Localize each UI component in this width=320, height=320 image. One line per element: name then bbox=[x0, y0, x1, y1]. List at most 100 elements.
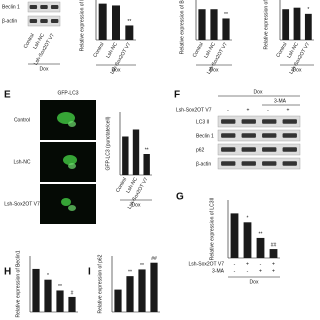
blot-row bbox=[217, 157, 301, 170]
significance: * bbox=[247, 216, 249, 222]
bar bbox=[293, 7, 301, 41]
band bbox=[221, 147, 236, 152]
band bbox=[221, 119, 236, 124]
bar bbox=[132, 129, 140, 175]
bar bbox=[125, 25, 134, 40]
blot-row-label: β-actin bbox=[2, 18, 17, 24]
significance: ** bbox=[259, 231, 263, 237]
band bbox=[262, 147, 277, 152]
band bbox=[50, 19, 59, 23]
blot-row bbox=[217, 129, 301, 142]
sign: + bbox=[272, 261, 275, 267]
bar bbox=[230, 213, 239, 258]
group-label: Dox bbox=[293, 67, 302, 73]
blot-row-label: β-actin bbox=[196, 161, 211, 167]
band bbox=[29, 19, 38, 23]
row-label: 3-MA bbox=[212, 268, 225, 274]
band bbox=[262, 161, 277, 166]
group-label: Dox bbox=[210, 67, 219, 73]
bar bbox=[114, 289, 122, 312]
significance: * bbox=[47, 273, 49, 279]
treatment-label: 3-MA bbox=[274, 98, 287, 104]
panel-letter: E bbox=[4, 90, 11, 101]
y-axis-label: Relative expression of p62 bbox=[97, 254, 103, 313]
sign: - bbox=[260, 261, 262, 267]
bar bbox=[256, 237, 265, 258]
group-label: Dox bbox=[250, 279, 259, 285]
significance: * bbox=[307, 7, 309, 13]
panel-title: GFP-LC3 bbox=[57, 90, 78, 96]
gfp-signal bbox=[68, 163, 76, 169]
sign: - bbox=[247, 268, 249, 274]
band bbox=[221, 133, 236, 138]
bar bbox=[112, 5, 120, 41]
y-axis-label: Relative expression of Beclin 1 bbox=[179, 0, 185, 54]
bar bbox=[269, 249, 278, 258]
significance: ** bbox=[58, 284, 62, 290]
row-label: Lsh-NC bbox=[14, 159, 31, 165]
blot-row bbox=[217, 115, 301, 128]
lane-label: Lsh-Sox2OT V7 bbox=[176, 107, 212, 113]
significance: ## bbox=[271, 242, 277, 248]
gfp-signal bbox=[63, 155, 77, 165]
bar bbox=[222, 18, 230, 40]
group-label: Dox bbox=[254, 89, 263, 95]
group-label: Dox bbox=[112, 67, 121, 73]
band bbox=[282, 147, 297, 152]
bar bbox=[122, 136, 129, 175]
band bbox=[40, 19, 48, 23]
group-label: Dox bbox=[40, 66, 49, 72]
bar bbox=[68, 296, 76, 312]
y-axis-label: Relative expression of Beclin1 bbox=[15, 250, 21, 317]
significance: ** bbox=[127, 19, 131, 25]
band bbox=[282, 133, 297, 138]
blot-row-label: Beclin 1 bbox=[2, 4, 20, 10]
gfp-signal bbox=[68, 205, 76, 211]
bar bbox=[198, 9, 206, 40]
bar bbox=[150, 262, 158, 312]
group-label: Dox bbox=[132, 202, 141, 208]
bar bbox=[138, 269, 146, 312]
gfp-signal bbox=[68, 121, 76, 127]
bar bbox=[44, 279, 52, 312]
blot-row-label: LC3 II bbox=[196, 119, 209, 125]
panel-letter: I bbox=[88, 267, 91, 278]
bar bbox=[143, 154, 150, 175]
significance: ** bbox=[224, 12, 228, 18]
sign: + bbox=[287, 107, 290, 113]
blot-row-label: Beclin 1 bbox=[196, 133, 214, 139]
sign: + bbox=[247, 107, 250, 113]
panel-letter: H bbox=[4, 267, 11, 278]
significance: ** bbox=[140, 263, 144, 269]
panel-letter: F bbox=[174, 90, 180, 101]
bar bbox=[126, 276, 134, 312]
y-axis-label: GFP-LC3 (punctate/cell) bbox=[105, 116, 111, 170]
row-label: Lsh-Sox2OT V7 bbox=[4, 201, 40, 207]
band bbox=[282, 161, 297, 166]
sign: - bbox=[267, 107, 269, 113]
panel-letter: G bbox=[176, 192, 184, 203]
bar bbox=[304, 13, 312, 41]
significance: ## bbox=[151, 256, 157, 262]
band bbox=[241, 161, 256, 166]
row-label: Lsh-Sox2OT V7 bbox=[189, 261, 225, 267]
bar bbox=[32, 268, 40, 312]
gfp-signal bbox=[57, 112, 75, 124]
significance: ** bbox=[128, 269, 132, 275]
band bbox=[262, 119, 277, 124]
blot-row-label: p62 bbox=[196, 147, 205, 153]
sign: + bbox=[246, 261, 249, 267]
sign: + bbox=[272, 268, 275, 274]
band bbox=[40, 5, 48, 9]
band bbox=[241, 133, 256, 138]
band bbox=[241, 147, 256, 152]
sign: + bbox=[259, 268, 262, 274]
bar bbox=[282, 9, 290, 40]
gfp-signal bbox=[61, 198, 71, 206]
bar bbox=[56, 290, 64, 312]
y-axis-label: Relative expression of LC3II bbox=[79, 0, 85, 51]
row-label: Control bbox=[14, 117, 30, 123]
blot-row bbox=[217, 143, 301, 156]
significance: # bbox=[71, 290, 74, 296]
